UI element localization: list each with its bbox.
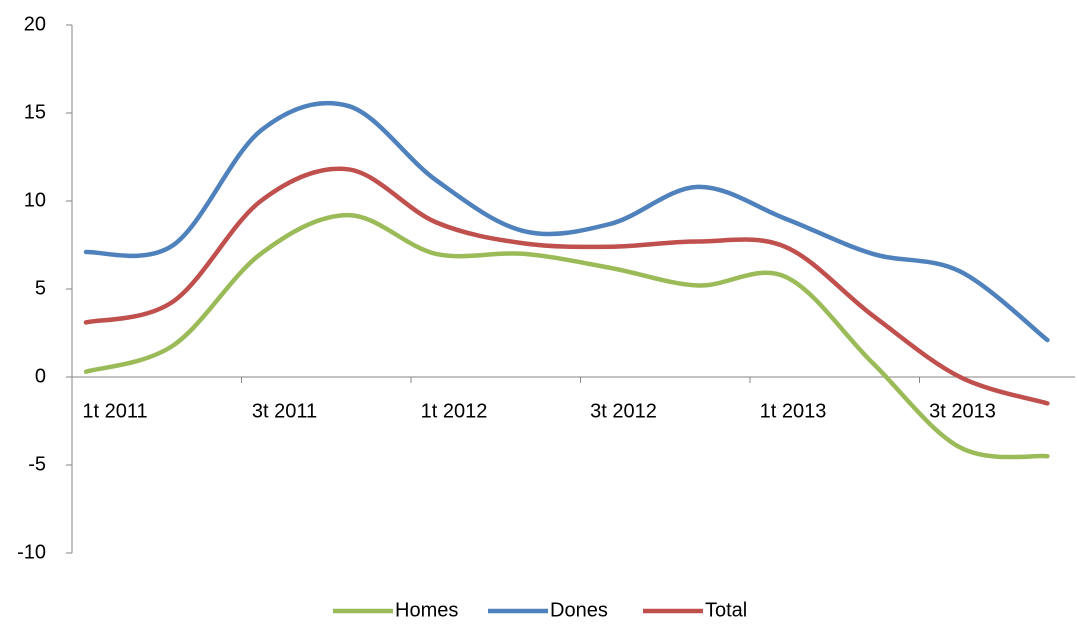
x-tick-label: 1t 2011	[82, 400, 147, 422]
y-tick-label: -10	[17, 541, 46, 563]
legend-label: Homes	[395, 599, 458, 621]
y-tick-label: 10	[24, 189, 46, 211]
series-line	[83, 166, 1050, 406]
y-tick-label: 20	[24, 13, 46, 35]
x-tick-label: 3t 2013	[929, 400, 996, 422]
x-tick-label: 1t 2013	[760, 400, 827, 422]
x-tick-label: 1t 2012	[421, 400, 488, 422]
x-tick-label: 3t 2011	[252, 400, 317, 422]
series-line	[83, 212, 1050, 460]
y-tick-label: -5	[28, 453, 46, 475]
y-tick-label: 0	[35, 365, 46, 387]
y-tick-label: 15	[24, 101, 46, 123]
legend-label: Dones	[550, 599, 608, 621]
x-tick-label: 3t 2012	[590, 400, 657, 422]
legend-label: Total	[705, 599, 747, 621]
series-line	[83, 100, 1050, 343]
y-tick-label: 5	[35, 277, 46, 299]
